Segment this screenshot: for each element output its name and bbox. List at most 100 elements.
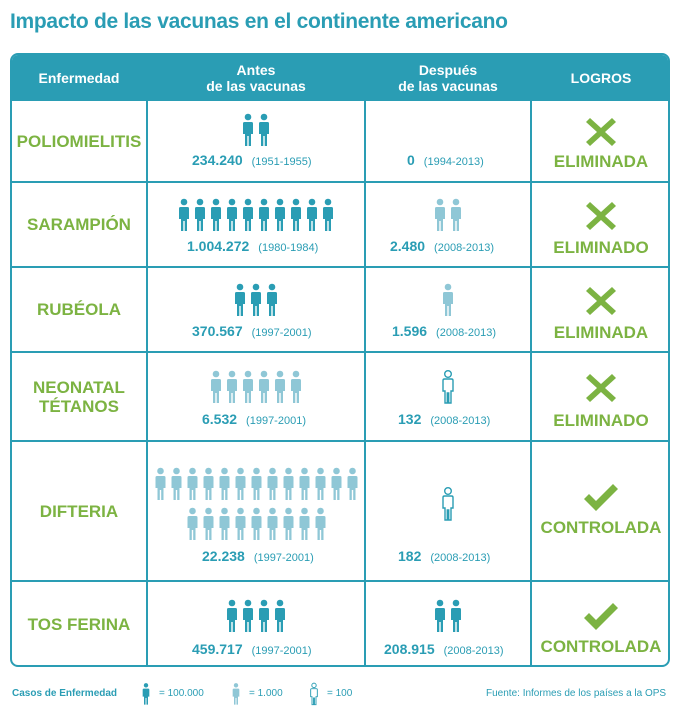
before-figures (148, 370, 364, 404)
after-value: 2.480 (390, 238, 426, 254)
before-cases: 22.238 (1997-2001) (202, 548, 314, 566)
medium-person-icon (186, 507, 199, 541)
achievement-status: ELIMINADO (553, 411, 649, 430)
medium-person-icon (282, 507, 295, 541)
large-person-icon (194, 198, 206, 232)
achievement-status: CONTROLADA (540, 637, 662, 656)
before-figures (148, 198, 364, 232)
achievement-status: ELIMINADA (553, 323, 649, 342)
medium-person-icon (282, 467, 295, 501)
medium-person-icon (218, 507, 231, 541)
medium-person-icon (450, 198, 462, 232)
achievement-status: ELIMINADA (553, 152, 649, 171)
before-value: 370.567 (192, 323, 243, 339)
vaccine-impact-table: Enfermedad Antes de las vacunas Después … (10, 53, 670, 667)
small-person-icon (442, 487, 454, 521)
column-divider (364, 55, 366, 665)
large-person-icon (226, 198, 238, 232)
achievement-mark-icon (586, 374, 616, 402)
after-period: (2008-2013) (430, 415, 491, 427)
medium-person-icon (314, 467, 327, 501)
medium-person-icon (186, 467, 199, 501)
header-after: Después de las vacunas (398, 62, 498, 94)
large-person-icon (434, 599, 446, 633)
after-figures (366, 198, 530, 232)
disease-name: RUBÉOLA (36, 300, 122, 319)
after-figures (366, 487, 530, 521)
after-cases: 182 (2008-2013) (398, 548, 490, 566)
row-divider (12, 181, 668, 183)
large-person-icon (290, 198, 302, 232)
before-figures (152, 467, 360, 541)
large-person-icon (210, 198, 222, 232)
legend-large-person-icon (142, 682, 150, 711)
after-figures (366, 370, 530, 404)
large-person-icon (266, 283, 278, 317)
after-period: (2008-2013) (443, 645, 504, 657)
achievement-status: ELIMINADO (553, 238, 649, 257)
before-value: 459.717 (192, 641, 243, 657)
disease-name: POLIOMIELITIS (16, 131, 142, 151)
before-value: 234.240 (192, 152, 243, 168)
disease-name: NEONATAL TÉTANOS (33, 377, 125, 416)
medium-person-icon (250, 507, 263, 541)
before-period: (1951-1955) (251, 156, 312, 168)
before-cases: 1.004.272 (1980-1984) (187, 238, 318, 256)
large-person-icon (250, 283, 262, 317)
before-cases: 370.567 (1997-2001) (192, 323, 312, 341)
achievement-mark-icon (586, 202, 616, 230)
large-person-icon (274, 599, 286, 633)
medium-person-icon (202, 507, 215, 541)
medium-person-icon (266, 507, 279, 541)
small-person-icon (442, 370, 454, 404)
column-divider (530, 55, 532, 665)
medium-person-icon (154, 467, 167, 501)
after-value: 182 (398, 548, 422, 564)
before-figures (148, 113, 364, 147)
large-person-icon (242, 599, 254, 633)
legend-label: Casos de Enfermedad (12, 688, 118, 699)
medium-person-icon (170, 467, 183, 501)
before-figures (148, 283, 364, 317)
before-period: (1997-2001) (251, 645, 312, 657)
after-cases: 2.480 (2008-2013) (390, 238, 494, 256)
legend-small-person-icon (310, 682, 318, 711)
medium-person-icon (330, 467, 343, 501)
large-person-icon (258, 113, 270, 147)
after-period: (2008-2013) (434, 242, 494, 254)
header-disease: Enfermedad (38, 70, 120, 86)
achievement-status: CONTROLADA (540, 518, 662, 537)
row-divider (12, 440, 668, 442)
large-person-icon (258, 198, 270, 232)
legend-medium-person-icon (232, 682, 240, 711)
medium-person-icon (442, 283, 454, 317)
medium-person-icon (234, 467, 247, 501)
after-period: (1994-2013) (423, 156, 484, 168)
medium-person-icon (434, 198, 446, 232)
large-person-icon (234, 283, 246, 317)
row-divider (12, 351, 668, 353)
before-period: (1997-2001) (246, 415, 306, 427)
large-person-icon (274, 198, 286, 232)
large-person-icon (306, 198, 318, 232)
medium-person-icon (274, 370, 286, 404)
medium-person-icon (234, 507, 247, 541)
large-person-icon (258, 599, 270, 633)
achievement-mark-icon (586, 287, 616, 315)
after-value: 1.596 (392, 323, 428, 339)
before-period: (1997-2001) (253, 552, 314, 564)
medium-person-icon (218, 467, 231, 501)
after-cases: 132 (2008-2013) (398, 411, 490, 429)
large-person-icon (450, 599, 462, 633)
before-period: (1980-1984) (258, 242, 319, 254)
medium-person-icon (346, 467, 359, 501)
after-period: (2008-2013) (436, 327, 496, 339)
before-value: 6.532 (202, 411, 238, 427)
medium-person-icon (242, 370, 254, 404)
medium-person-icon (202, 467, 215, 501)
medium-person-icon (226, 370, 238, 404)
medium-person-icon (266, 467, 279, 501)
large-person-icon (322, 198, 334, 232)
after-figures (366, 283, 530, 317)
header-achievements: LOGROS (570, 70, 632, 86)
